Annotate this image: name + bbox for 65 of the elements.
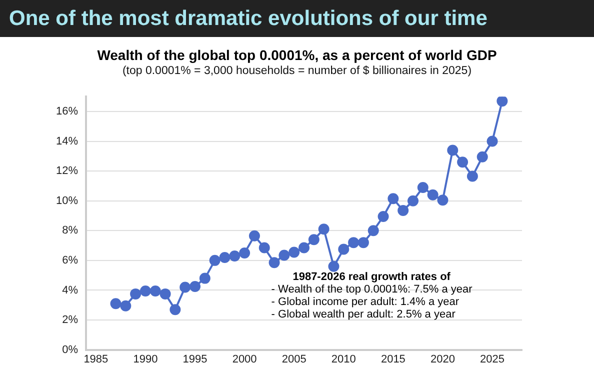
- text: (top 0.0001% = 3,000 households = number of $ billionaires in 2025): [121, 65, 473, 77]
- x-tick-label: 2020: [430, 353, 455, 366]
- point: [378, 211, 389, 222]
- point: [496, 96, 508, 107]
- annotation: - Wealth of the top 0.0001%: 7.5% a year: [271, 283, 473, 296]
- point: [140, 285, 151, 296]
- y-tick-label: 14%: [56, 135, 78, 148]
- point: [348, 237, 360, 248]
- point: [368, 225, 379, 236]
- x-tick-label: 1990: [133, 353, 158, 366]
- x-tick-label: 2010: [331, 353, 356, 366]
- point: [476, 151, 488, 162]
- y-tick-label: 16%: [56, 106, 78, 118]
- point: [130, 288, 142, 300]
- point: [427, 189, 438, 200]
- point: [258, 242, 270, 254]
- point: [466, 170, 478, 182]
- point: [248, 230, 260, 242]
- annotation: 1987-2026 real growth rates of: [292, 270, 451, 283]
- point: [358, 237, 369, 248]
- point: [457, 156, 468, 168]
- point: [239, 247, 250, 258]
- point: [170, 304, 181, 316]
- x-tick-label: 2000: [232, 353, 257, 366]
- point: [268, 257, 280, 268]
- x-tick-label: 2005: [282, 353, 306, 366]
- point: [486, 136, 498, 147]
- point: [160, 288, 171, 300]
- point: [150, 285, 161, 296]
- point: [388, 193, 399, 204]
- chart-subtitle: Wealth of the global top 0.0001%, as a percent of world GDP: [96, 47, 498, 63]
- point: [318, 224, 330, 235]
- point: [229, 250, 240, 262]
- point: [199, 272, 210, 284]
- y-tick-label: 8%: [62, 224, 78, 237]
- point: [437, 194, 448, 206]
- point: [417, 182, 428, 193]
- point: [308, 234, 320, 246]
- x-tick-label: 2025: [480, 353, 505, 366]
- x-tick-label: 1985: [84, 353, 108, 366]
- x-tick-label: 2015: [380, 353, 406, 366]
- point: [288, 246, 300, 258]
- y-tick-label: 10%: [56, 194, 78, 207]
- y-tick-label: 12%: [56, 165, 78, 178]
- point: [110, 298, 122, 310]
- point: [298, 242, 310, 254]
- annotation: - Global wealth per adult: 2.5% a year: [271, 308, 456, 320]
- y-tick-label: 2%: [62, 314, 78, 326]
- point: [209, 254, 220, 266]
- y-tick-label: 4%: [62, 284, 78, 296]
- y-tick-label: 0%: [62, 344, 78, 356]
- point: [219, 252, 230, 263]
- point: [408, 195, 419, 206]
- point: [180, 282, 191, 293]
- point: [120, 300, 132, 312]
- point: [190, 281, 201, 292]
- y-tick-label: 6%: [62, 254, 78, 266]
- annotation: - Global income per adult: 1.4% a year: [271, 296, 460, 308]
- point: [328, 260, 340, 272]
- chart-title: One of the most dramatic evolutions of our time: [0, 0, 594, 37]
- point: [447, 144, 458, 156]
- point: [278, 250, 290, 261]
- point: [398, 205, 409, 216]
- point: [338, 244, 350, 255]
- x-tick-label: 1995: [182, 353, 208, 366]
